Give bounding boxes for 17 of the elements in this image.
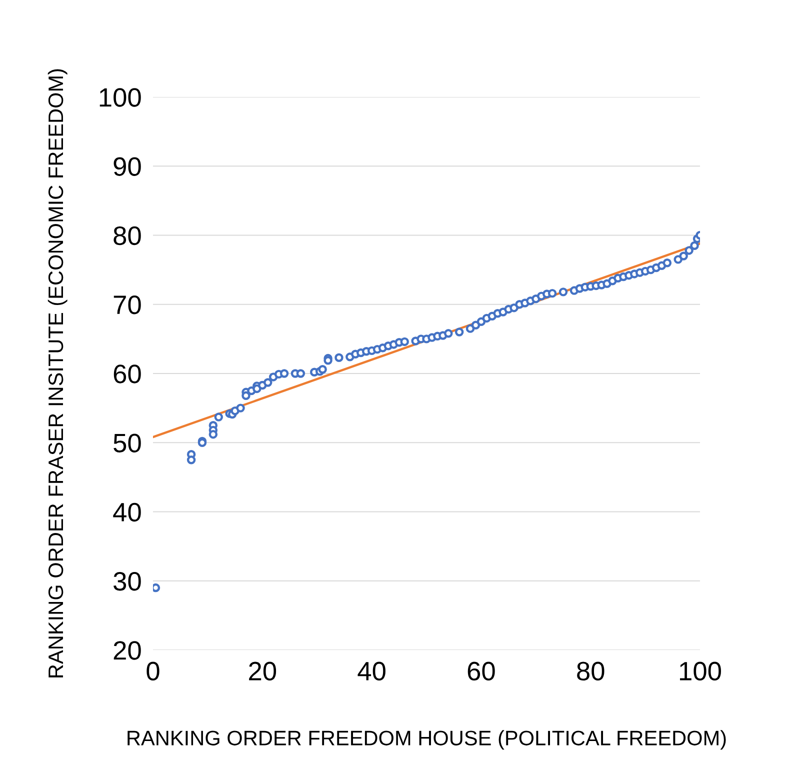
y-tick-label: 60 [114, 364, 141, 384]
y-tick-label: 100 [100, 88, 141, 107]
y-tick-label: 80 [114, 226, 141, 246]
x-tick-label: 100 [680, 662, 721, 680]
x-tick-label: 20 [249, 662, 276, 680]
y-axis-title: RANKING ORDER FRASER INSITUTE (ECONOMIC FREEDOM) [48, 69, 68, 678]
x-tick-label: 0 [146, 662, 160, 680]
x-tick-label: 60 [468, 662, 495, 680]
x-tick-label: 40 [358, 662, 386, 680]
y-tick-label: 70 [114, 296, 141, 314]
x-tick-label: 80 [577, 662, 604, 680]
y-tick-label: 40 [113, 502, 141, 522]
x-axis-title: RANKING ORDER FREEDOM HOUSE (POLITICAL FREEDOM) [128, 730, 726, 750]
y-tick-label: 50 [114, 434, 141, 452]
y-tick-label: 20 [114, 641, 141, 660]
y-tick-label: 30 [114, 572, 141, 591]
y-tick-label: 90 [114, 157, 141, 176]
